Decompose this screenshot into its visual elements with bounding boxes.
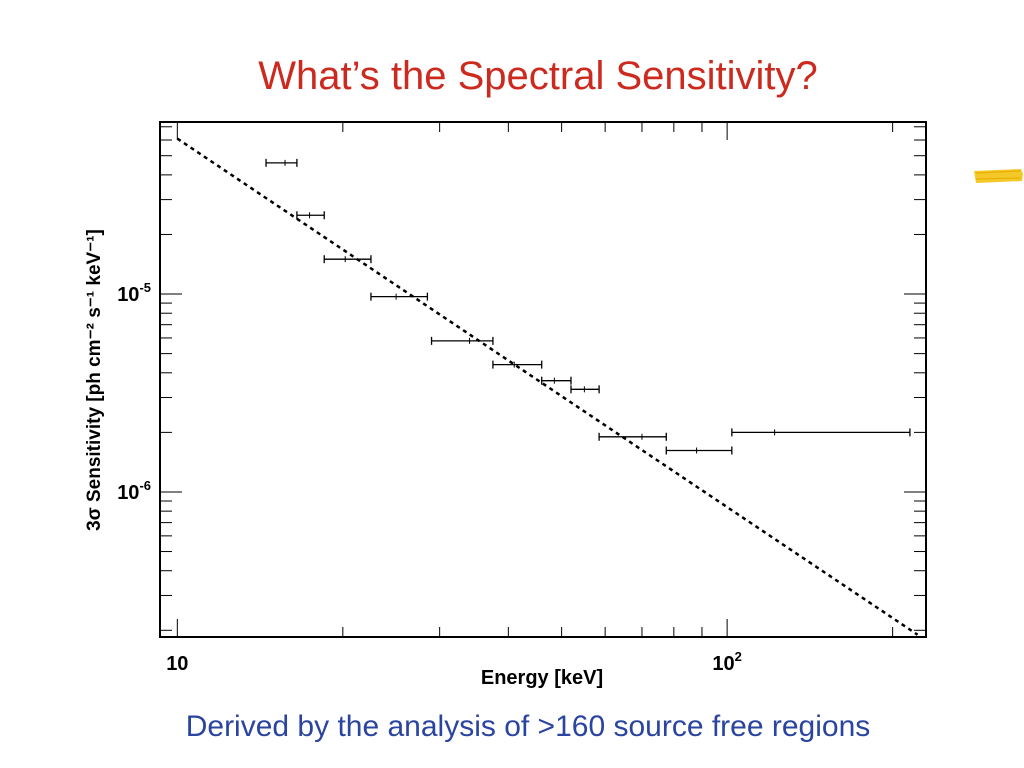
x-tick-label: 102 (712, 649, 741, 675)
axis-ticks (160, 122, 926, 637)
data-point (665, 446, 733, 455)
sensitivity-data-points (265, 158, 911, 455)
y-tick-label: 10-6 (117, 478, 151, 504)
slide-title: What’s the Spectral Sensitivity? (258, 54, 818, 98)
data-point (731, 428, 911, 437)
data-point (296, 211, 325, 220)
plot-frame (159, 121, 927, 638)
data-point (323, 255, 372, 264)
data-point (430, 336, 494, 345)
data-point (570, 385, 600, 394)
x-axis-label: Energy [keV] (481, 667, 603, 689)
slide-caption: Derived by the analysis of >160 source f… (185, 710, 871, 743)
data-point (370, 292, 429, 301)
axis-tick-labels: 10 102 10-6 10-5 (117, 280, 742, 675)
data-point (541, 376, 572, 385)
data-point (265, 158, 298, 167)
highlighter-stroke (973, 166, 1024, 185)
y-tick-label: 10-5 (117, 280, 151, 306)
sensitivity-model-line (176, 137, 919, 636)
data-point (492, 360, 543, 369)
model-dotted-line (176, 137, 919, 636)
x-tick-label: 10 (166, 653, 188, 675)
data-point (598, 432, 667, 441)
y-axis-label: 3σ Sensitivity [ph cm⁻² s⁻¹ keV⁻¹] (84, 229, 105, 531)
